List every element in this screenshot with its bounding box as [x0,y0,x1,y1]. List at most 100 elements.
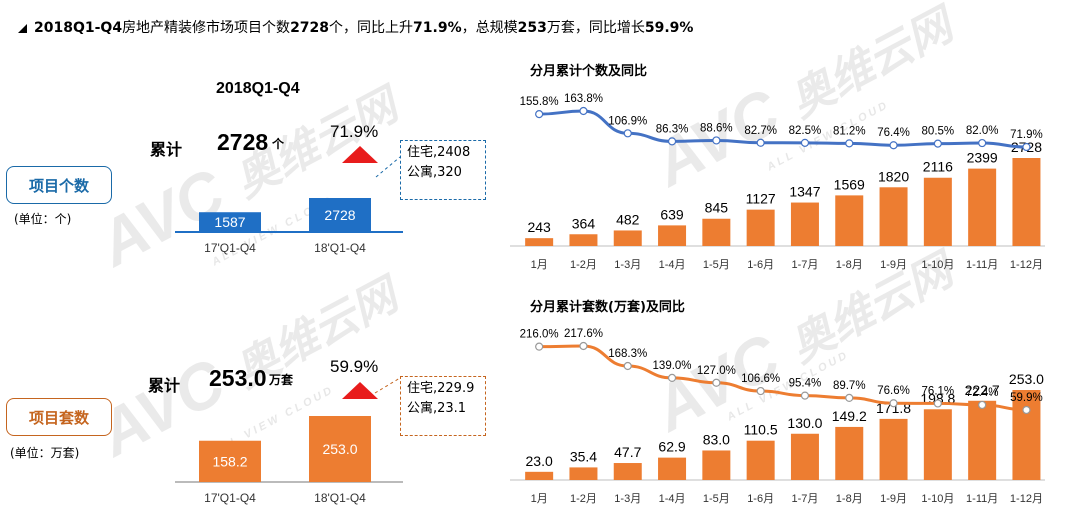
line-point [535,342,544,351]
bar-value-label: 243 [527,219,551,235]
x-tick-label: 1-7月 [791,493,818,505]
bar [968,168,997,246]
x-tick-label: 1月 [531,493,548,505]
line-value-label: 88.6% [700,122,733,134]
line-point [800,391,810,400]
line-point [978,400,987,410]
x-tick-label: 1-10月 [921,493,954,505]
line-point [1022,405,1031,415]
x-tick-label: 1-8月 [836,493,863,505]
cumulative-label: 累计 [150,140,183,159]
callout-line-apartment: 公寓,23.1 [407,401,467,416]
callout-line-residential: 住宅,229.9 [407,381,475,396]
bar [746,209,775,246]
x-tick-label: 1-7月 [791,259,818,271]
x-tick-label: 1月 [531,259,548,271]
x-tick-label: 18'Q1-Q4 [314,491,366,505]
line-value-label: 82.7% [744,125,777,137]
bar [923,409,952,480]
bar-value-label: 482 [616,211,640,227]
bar-value-label: 2399 [967,150,998,166]
bar [1012,158,1041,246]
monthly-count-chart: 243 1月 364 1-2月 482 1-3月 639 1-4月 845 1-5月 1127 1-6… [510,93,1045,271]
cumulative-label: 累计 [148,376,181,395]
bar-value-label: 1587 [214,214,245,230]
page-title: 2018Q1-Q4房地产精装修市场项目个数2728个，同比上升71.9%，总规模… [34,17,693,37]
unit-label: (单位：个) [14,212,72,226]
bar [613,463,642,480]
growth-percent: 59.9% [330,357,379,376]
bar-value-label: 47.7 [614,444,641,460]
x-tick-label: 1-3月 [614,493,641,505]
bar-value-label: 845 [705,200,729,216]
bar [658,457,687,480]
line-value-label: 82.0% [966,125,999,137]
line-value-label: 168.3% [608,348,647,360]
bar [879,418,908,480]
chart-title: 分月累计个数及同比 [530,64,648,79]
title-part: 71.9% [413,20,462,36]
x-tick-label: 1-5月 [703,493,730,505]
line-point [933,139,942,148]
line-point [667,373,677,382]
x-tick-label: 1-12月 [1010,493,1043,505]
bar [702,450,731,480]
section-label-project-count: 项目个数 [6,166,112,204]
line-value-label: 139.0% [653,360,692,372]
line-value-label: 59.9% [1010,392,1043,404]
bar-value-label: 253.0 [322,441,357,457]
x-tick-label: 1-11月 [966,259,998,271]
bar-value-label: 639 [660,206,684,222]
breakdown-callout: 住宅,2408 公寓,320 [400,140,486,200]
yearly-unit-chart: 158.2 17'Q1-Q4 253.0 18'Q1-Q4 [175,416,403,505]
line-point [623,129,632,138]
title-part: 2728 [290,20,330,36]
yearly-count-chart: 1587 17'Q1-Q4 2728 18'Q1-Q4 [175,198,403,255]
bar [879,187,908,246]
bar [835,195,864,246]
line-value-label: 82.5% [789,125,822,137]
bar-value-label: 1127 [746,191,776,207]
line-point [579,106,588,116]
line-point [756,138,765,147]
bar [199,212,261,232]
bar-value-label: 222.7 [965,382,1000,398]
title-part: 万套，同比增长 [546,20,645,36]
title-part: 个，同比上升 [329,20,414,36]
line-value-label: 89.7% [833,380,866,392]
bar-value-label: 110.5 [744,422,778,438]
x-tick-label: 1-8月 [836,259,863,271]
bar [702,218,731,246]
bar [569,234,598,246]
bar-value-label: 130.0 [787,415,822,431]
up-triangle-icon [342,382,378,399]
bar [968,400,997,480]
line-point [800,138,810,147]
x-tick-label: 18'Q1-Q4 [314,241,366,255]
unit-label: (单位：万套) [10,446,80,460]
title-part: 59.9% [644,20,694,36]
bar [923,177,952,246]
cumulative-value: 2728 [217,129,269,155]
bar-value-label: 2728 [324,207,355,223]
cumulative-unit: 个 [272,137,285,151]
x-tick-label: 1-6月 [747,493,774,505]
bar-value-label: 2116 [923,159,953,175]
line-value-label: 76.1% [922,385,955,397]
line-value-label: 76.6% [877,385,910,397]
line-point [623,361,632,371]
cumulative-value: 253.0 [209,365,267,391]
bar [525,471,554,480]
line-value-label: 95.4% [789,378,822,390]
line-point [667,137,677,146]
line-point [889,399,898,408]
cumulative-unit: 万套 [269,373,294,387]
title-part: 房地产精装修市场项目个数 [122,20,291,36]
x-tick-label: 1-3月 [614,259,641,271]
line-value-label: 217.6% [564,328,603,340]
line-point [933,399,942,408]
up-triangle-icon [342,146,378,163]
title-part: 253 [517,20,547,36]
section-label-unit-count: 项目套数 [6,398,112,436]
